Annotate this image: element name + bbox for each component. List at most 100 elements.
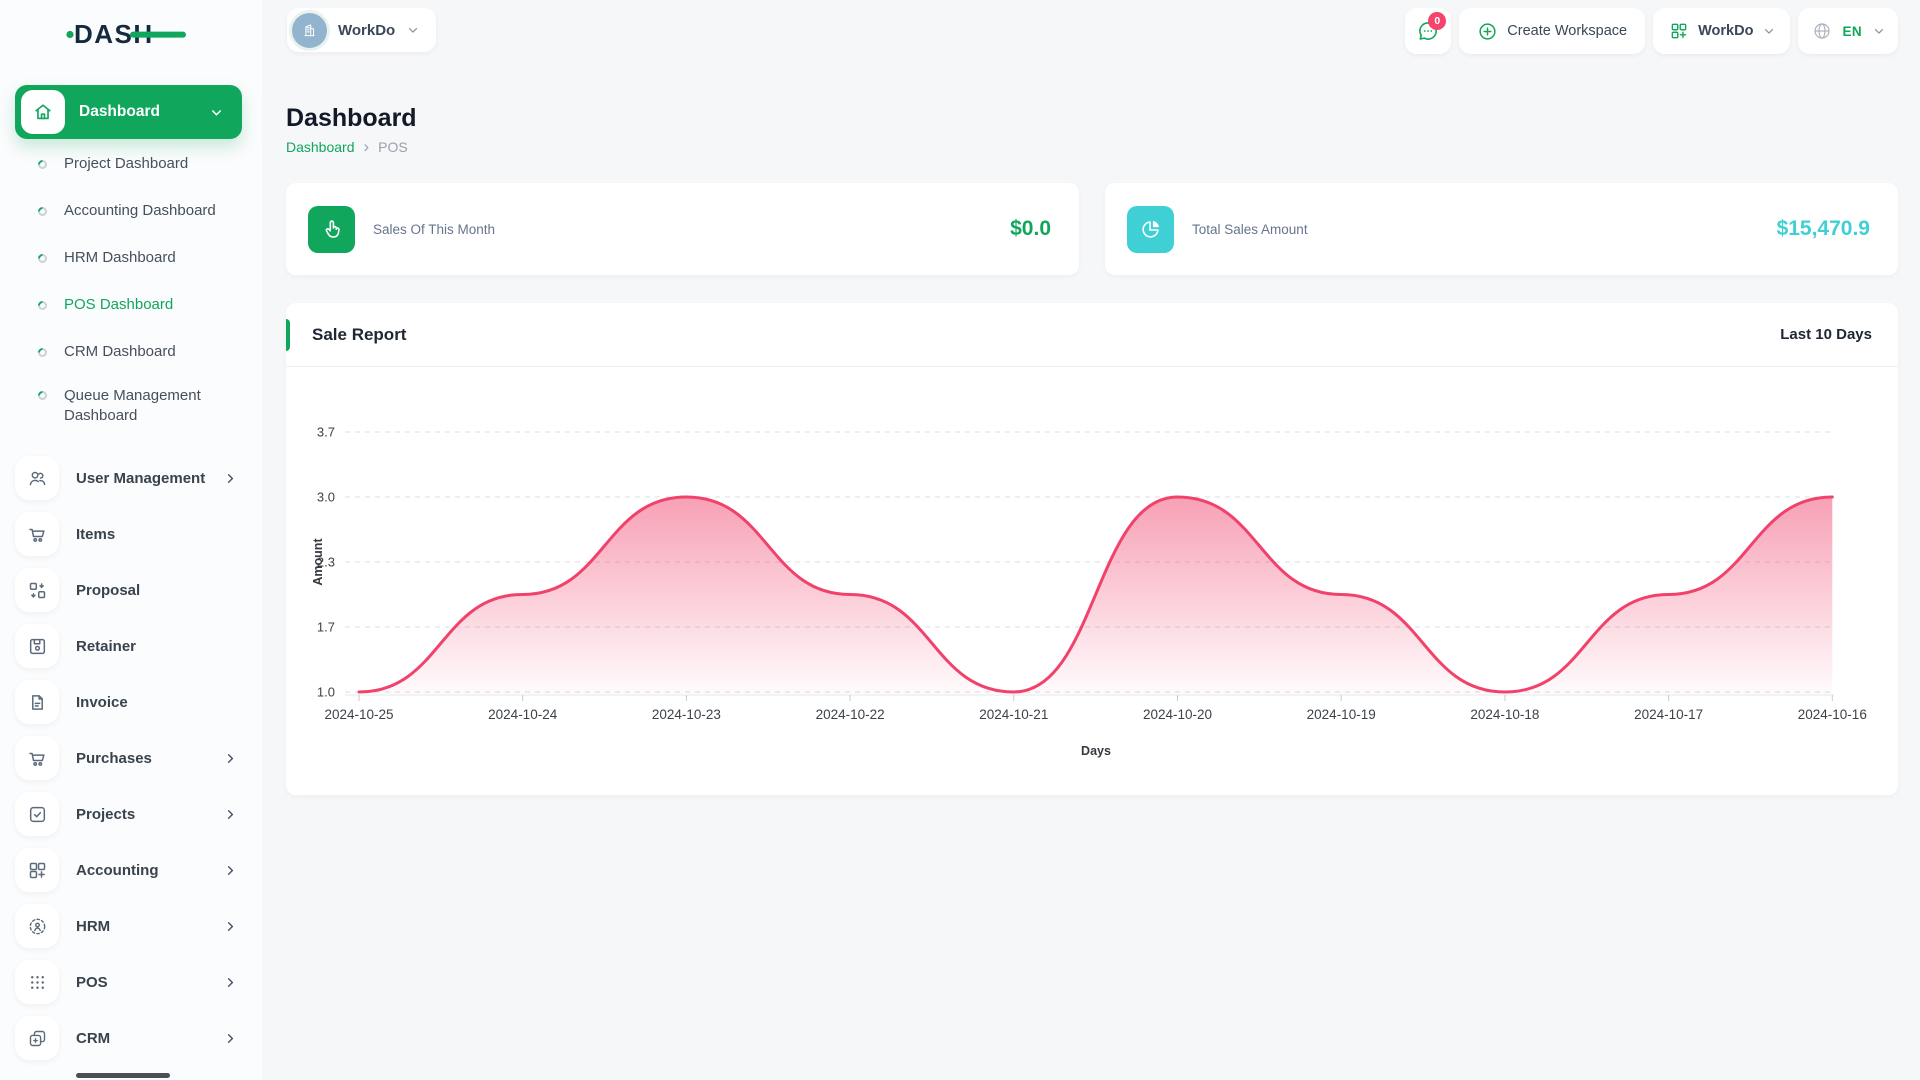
cart-icon — [15, 512, 59, 556]
sidebar-item-queue-management-dashboard[interactable]: Queue Management Dashboard — [0, 376, 262, 442]
messages-badge: 0 — [1428, 12, 1447, 30]
stat-card-sales-of-this-month: Sales Of This Month $0.0 — [286, 183, 1079, 275]
stat-value: $0.0 — [1010, 217, 1051, 240]
chart-range-label: Last 10 Days — [1780, 326, 1872, 343]
chart-title: Sale Report — [312, 324, 407, 344]
y-tick-label: 3.0 — [317, 490, 335, 505]
sidebar-item-projects[interactable]: Projects — [0, 786, 262, 842]
module-label: Purchases — [76, 749, 152, 767]
stat-cards: Sales Of This Month $0.0 Total Sales Amo… — [286, 183, 1898, 275]
chevron-right-icon — [223, 863, 238, 878]
x-tick-label: 2024-10-21 — [979, 707, 1048, 722]
submenu-label: Project Dashboard — [64, 155, 189, 173]
bullet-icon — [36, 205, 49, 218]
stat-value: $15,470.9 — [1776, 217, 1870, 240]
sidebar-item-accounting[interactable]: Accounting — [0, 842, 262, 898]
main-content: WorkDo 0 Create Workspace — [262, 0, 1920, 795]
sidebar-item-retainer[interactable]: Retainer — [0, 618, 262, 674]
x-tick-label: 2024-10-18 — [1470, 707, 1539, 722]
module-label: Retainer — [76, 637, 137, 655]
chevron-down-icon — [1874, 28, 1884, 34]
x-tick-label: 2024-10-19 — [1307, 707, 1376, 722]
sidebar-modules: User Management Items Proposal — [0, 450, 262, 1066]
sidebar-item-hrm[interactable]: HRM — [0, 898, 262, 954]
sidebar-item-accounting-dashboard[interactable]: Accounting Dashboard — [0, 188, 262, 235]
chevron-right-icon — [223, 919, 238, 934]
workspace-name: WorkDo — [338, 21, 396, 39]
dots-grid-icon — [15, 960, 59, 1004]
file-text-icon — [15, 680, 59, 724]
bullet-icon — [36, 252, 49, 265]
proposal-grid-arrows-icon — [15, 568, 59, 612]
bullet-icon — [36, 346, 49, 359]
sidebar-item-crm-dashboard[interactable]: CRM Dashboard — [0, 329, 262, 376]
horizontal-scrollbar-thumb[interactable] — [76, 1073, 170, 1078]
module-label: POS — [76, 973, 108, 991]
app-logo[interactable]: DASH — [0, 0, 262, 55]
y-tick-label: 3.7 — [317, 425, 335, 440]
chevron-down-icon — [409, 27, 418, 33]
sidebar-item-dashboard[interactable]: Dashboard — [15, 85, 242, 139]
sidebar-item-hrm-dashboard[interactable]: HRM Dashboard — [0, 235, 262, 282]
module-label: Projects — [76, 805, 136, 823]
x-tick-label: 2024-10-23 — [652, 707, 721, 722]
sidebar-item-crm[interactable]: CRM — [0, 1010, 262, 1066]
floppy-disk-icon — [15, 624, 59, 668]
x-tick-label: 2024-10-17 — [1634, 707, 1703, 722]
bullet-icon — [36, 158, 49, 171]
y-tick-label: 2.3 — [317, 555, 335, 570]
breadcrumb-dashboard-link[interactable]: Dashboard — [286, 139, 355, 155]
chevron-down-icon — [1765, 28, 1774, 34]
building-icon — [304, 23, 315, 36]
sidebar-item-label: Dashboard — [79, 103, 160, 120]
messages-button[interactable]: 0 — [1405, 8, 1452, 54]
submenu-label: Accounting Dashboard — [64, 202, 216, 220]
x-tick-label: 2024-10-16 — [1798, 707, 1867, 722]
submenu-label: POS Dashboard — [64, 296, 174, 314]
submenu-label: HRM Dashboard — [64, 249, 176, 267]
topbar: WorkDo 0 Create Workspace — [286, 8, 1898, 60]
card-accent-bar — [286, 319, 290, 351]
sale-report-card: Sale Report Last 10 Days 1.0 1.7 2.3 3.0 3.7… — [286, 303, 1898, 795]
x-tick-label: 2024-10-20 — [1143, 707, 1212, 722]
check-square-icon — [15, 792, 59, 836]
module-label: User Management — [76, 469, 206, 487]
create-workspace-button[interactable]: Create Workspace — [1459, 8, 1646, 54]
sidebar-item-pos-dashboard[interactable]: POS Dashboard — [0, 282, 262, 329]
stat-label: Total Sales Amount — [1192, 221, 1308, 237]
topbar-actions: 0 Create Workspace WorkDo EN — [1405, 8, 1898, 54]
pie-chart-icon — [1127, 205, 1174, 253]
sidebar-item-items[interactable]: Items — [0, 506, 262, 562]
x-axis-title: Days — [1081, 744, 1111, 758]
y-axis-title: Amount — [311, 538, 325, 586]
sidebar-item-purchases[interactable]: Purchases — [0, 730, 262, 786]
grid-add-icon — [1671, 23, 1687, 39]
sidebar-item-invoice[interactable]: Invoice — [0, 674, 262, 730]
breadcrumb-current: POS — [378, 139, 408, 155]
sidebar-item-pos[interactable]: POS — [0, 954, 262, 1010]
sidebar-item-proposal[interactable]: Proposal — [0, 562, 262, 618]
breadcrumb: Dashboard › POS — [286, 138, 1898, 156]
stat-label: Sales Of This Month — [373, 221, 496, 237]
y-tick-label: 1.0 — [317, 685, 335, 700]
person-dashed-circle-icon — [15, 904, 59, 948]
language-label: EN — [1842, 23, 1862, 39]
module-label: HRM — [76, 917, 111, 935]
submenu-label: CRM Dashboard — [64, 343, 176, 361]
workspace-dropdown[interactable]: WorkDo — [1653, 8, 1791, 54]
sidebar: DASH Dashboard Project Dashboard Account… — [0, 0, 262, 1080]
overlapping-squares-icon — [15, 1016, 59, 1060]
module-label: Accounting — [76, 861, 159, 879]
users-icon — [15, 456, 59, 500]
sidebar-item-project-dashboard[interactable]: Project Dashboard — [0, 141, 262, 188]
language-selector[interactable]: EN — [1798, 8, 1898, 54]
workspace-switcher[interactable]: WorkDo — [287, 8, 437, 52]
sidebar-item-user-management[interactable]: User Management — [0, 450, 262, 506]
submenu-label: Queue Management Dashboard — [64, 387, 201, 425]
module-label: CRM — [76, 1029, 111, 1047]
create-workspace-label: Create Workspace — [1507, 23, 1628, 39]
dash-logo-icon: DASH — [66, 19, 186, 49]
dashboard-submenu: Project Dashboard Accounting Dashboard H… — [0, 141, 262, 442]
hand-tap-icon — [308, 205, 355, 253]
module-label: Items — [76, 525, 116, 543]
